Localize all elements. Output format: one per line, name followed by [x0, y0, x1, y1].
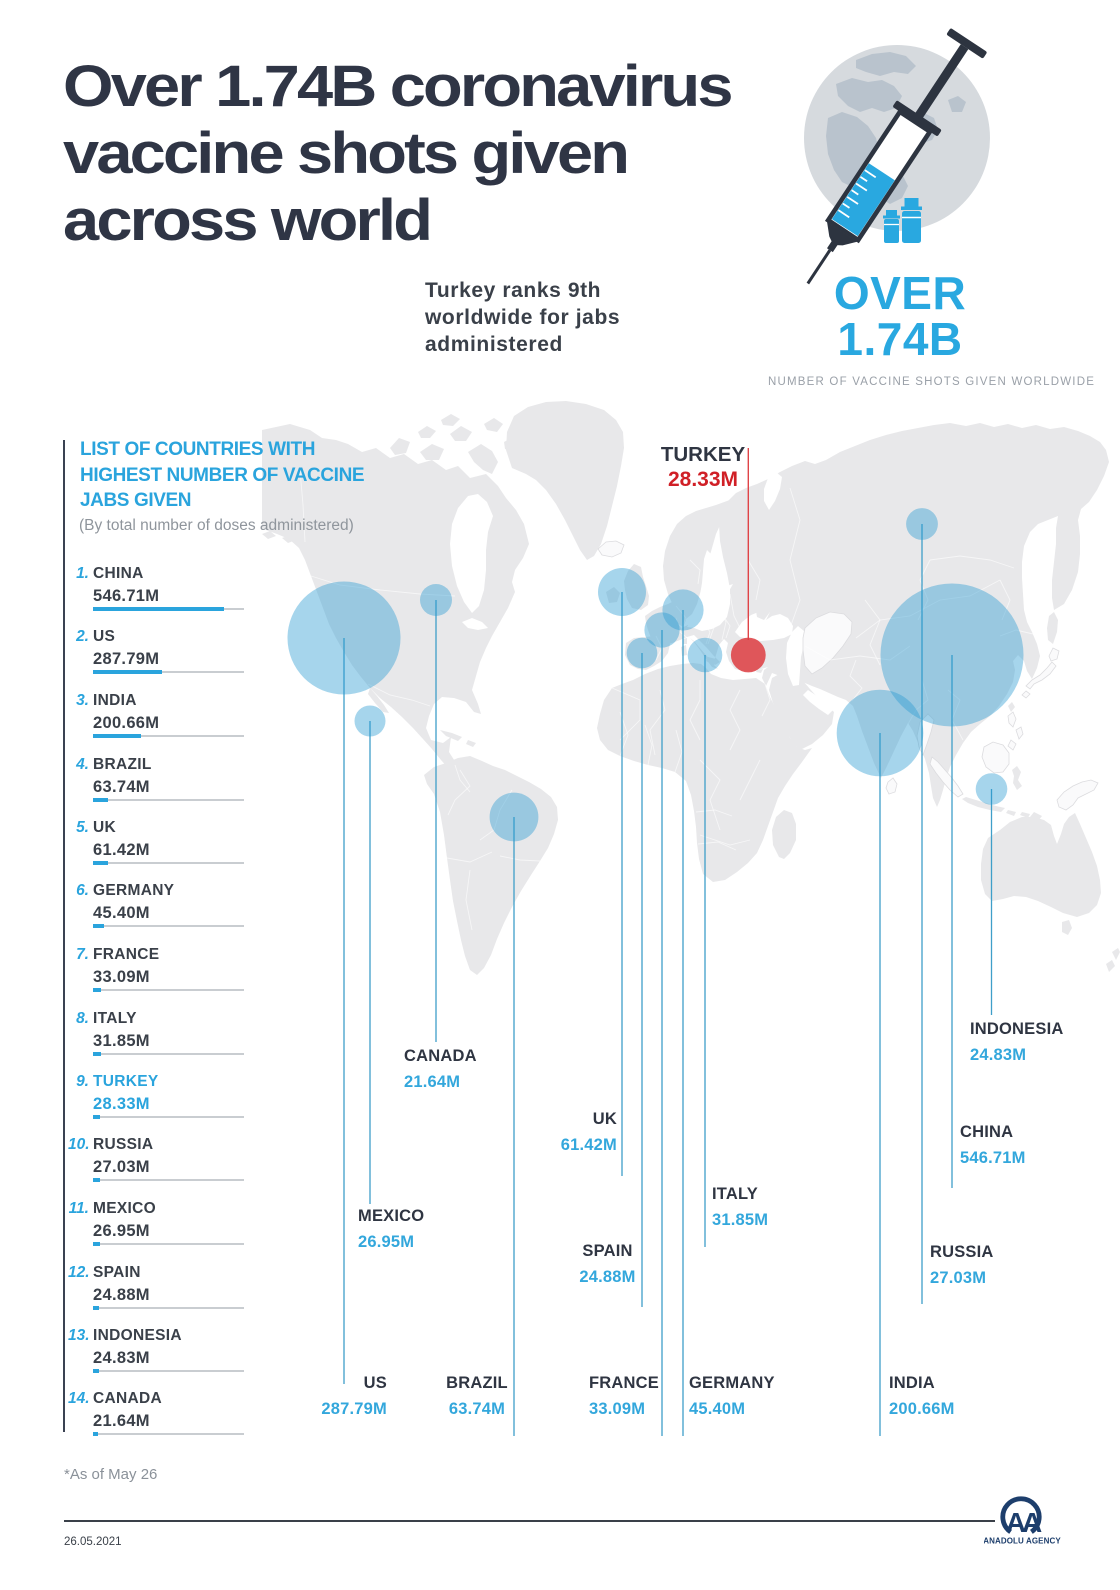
svg-text:AA: AA [1006, 1507, 1042, 1538]
svg-text:ANADOLU AGENCY: ANADOLU AGENCY [984, 1537, 1061, 1546]
